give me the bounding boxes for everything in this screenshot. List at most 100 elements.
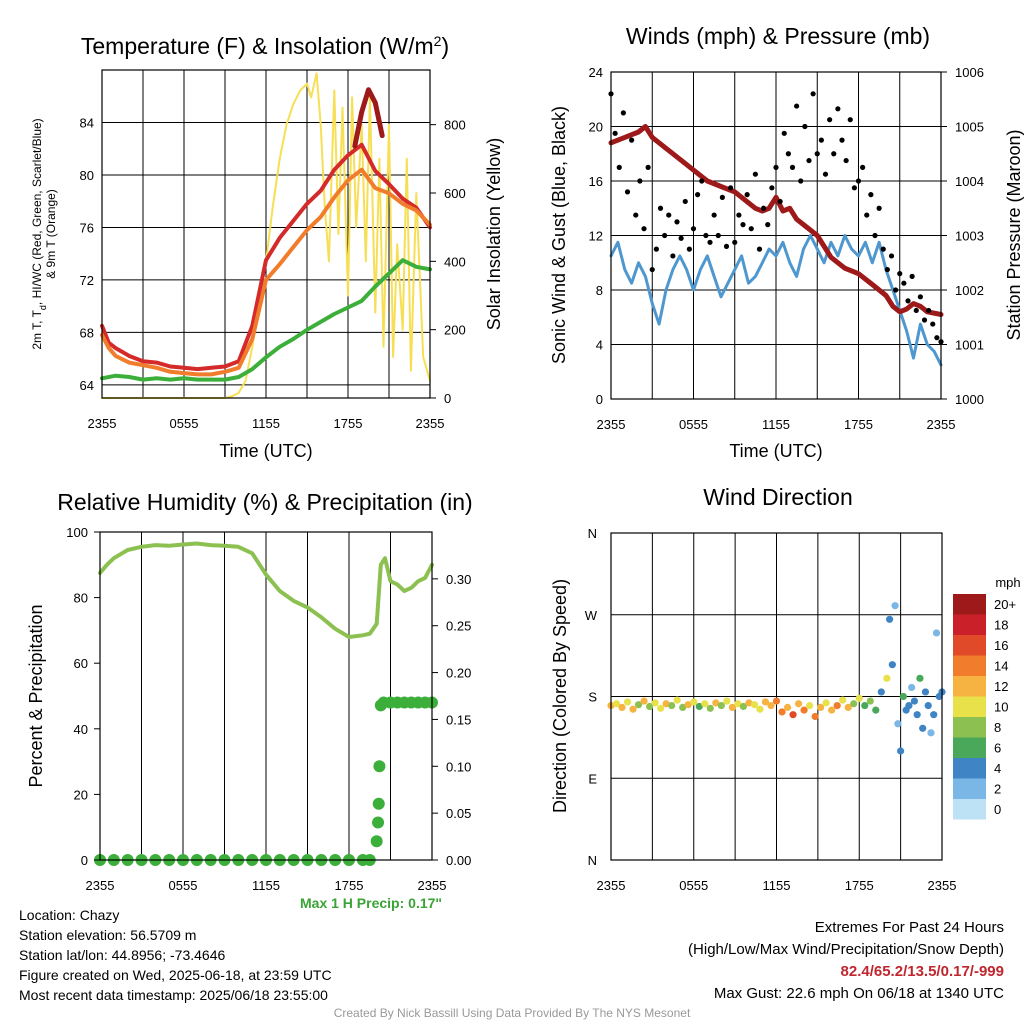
wind-direction-point bbox=[888, 661, 896, 669]
right-tick-label: 600 bbox=[444, 186, 466, 201]
gust-point bbox=[674, 219, 680, 225]
wind-direction-point bbox=[701, 700, 709, 708]
direction-tick-label: S bbox=[588, 690, 597, 705]
wind-direction-point bbox=[679, 703, 687, 712]
x-tick-label: 2355 bbox=[927, 417, 956, 432]
wind-direction-point bbox=[811, 712, 819, 721]
right-tick-label: 1002 bbox=[955, 283, 984, 298]
x-tick-label: 2355 bbox=[597, 878, 626, 893]
gust-point bbox=[756, 246, 763, 252]
wind-direction-point bbox=[833, 701, 841, 710]
legend-swatch bbox=[953, 655, 986, 676]
gust-point bbox=[934, 335, 940, 341]
wind-direction-point bbox=[924, 701, 932, 710]
gust-point bbox=[637, 178, 643, 184]
wind-direction-point bbox=[800, 706, 808, 714]
gust-point bbox=[810, 91, 816, 97]
wind-direction-point bbox=[662, 700, 670, 708]
wind-direction-point bbox=[651, 699, 659, 707]
gust-point bbox=[645, 164, 651, 170]
gust-point bbox=[822, 171, 829, 177]
gust-point bbox=[901, 280, 907, 286]
right-tick-label: 0.00 bbox=[446, 853, 471, 868]
extremes-values: 82.4/65.2/13.5/0.17/-999 bbox=[840, 963, 1004, 980]
wind-direction-point bbox=[634, 701, 643, 709]
legend-swatch bbox=[953, 717, 986, 738]
legend-swatch bbox=[953, 799, 986, 820]
wind-direction-point bbox=[756, 705, 764, 713]
gust-point bbox=[930, 321, 936, 327]
x-tick-label: 0555 bbox=[679, 878, 708, 893]
x-tick-label: 0555 bbox=[679, 417, 708, 432]
legend-label: 6 bbox=[994, 741, 1001, 756]
wind-direction-point bbox=[612, 700, 621, 708]
wind-direction-point bbox=[657, 704, 665, 712]
y-tick-label: 40 bbox=[74, 722, 88, 737]
wind-direction-point bbox=[905, 701, 913, 710]
y-tick-label: 68 bbox=[80, 325, 94, 340]
gust-point bbox=[657, 205, 664, 211]
gust-point bbox=[814, 151, 820, 157]
wind-direction-point bbox=[877, 688, 885, 696]
wind-direction-point bbox=[772, 697, 781, 705]
humidity-plot-frame bbox=[99, 531, 433, 861]
y-tick-label: 0 bbox=[596, 392, 603, 407]
temperature-ylabel-right: Solar Insolation (Yellow) bbox=[484, 138, 504, 330]
gust-point bbox=[913, 307, 919, 314]
gust-point bbox=[818, 137, 824, 143]
wind-direction-point bbox=[668, 701, 676, 710]
wind-direction-point bbox=[872, 706, 880, 714]
wind-direction-point bbox=[706, 704, 714, 712]
gust-point bbox=[740, 222, 746, 228]
latlon-text: Station lat/lon: 44.8956; -73.4646 bbox=[19, 947, 226, 963]
winds-series bbox=[608, 91, 944, 367]
wind-direction-point bbox=[712, 699, 720, 707]
wind-direction-point bbox=[623, 698, 632, 706]
solar-insolation-line bbox=[101, 72, 431, 399]
wind-direction-point bbox=[723, 697, 731, 705]
gust-point bbox=[686, 246, 692, 252]
wind-direction-point bbox=[673, 696, 681, 704]
gust-point bbox=[921, 317, 928, 323]
legend-swatch bbox=[953, 758, 986, 779]
gust-point bbox=[633, 212, 639, 218]
gust-point bbox=[860, 164, 866, 170]
gust-point bbox=[723, 243, 730, 249]
wind-direction-series bbox=[607, 602, 946, 755]
wind-direction-point bbox=[855, 694, 863, 702]
wind-direction-point bbox=[883, 674, 891, 682]
gust-point bbox=[711, 212, 717, 218]
gust-point bbox=[781, 130, 787, 136]
gust-point bbox=[641, 226, 647, 232]
gust-point bbox=[897, 271, 903, 277]
gust-point bbox=[699, 178, 705, 184]
right-tick-label: 0.05 bbox=[446, 806, 471, 821]
legend-label: 12 bbox=[994, 679, 1008, 694]
y-tick-label: 24 bbox=[589, 65, 603, 80]
legend-swatch bbox=[953, 614, 986, 635]
right-tick-label: 1001 bbox=[955, 338, 984, 353]
gust-point bbox=[765, 222, 771, 228]
gust-point bbox=[888, 253, 895, 259]
x-tick-label: 2355 bbox=[597, 417, 626, 432]
x-tick-label: 2355 bbox=[86, 878, 115, 893]
y-tick-label: 12 bbox=[589, 229, 603, 244]
elevation-text: Station elevation: 56.5709 m bbox=[19, 927, 197, 943]
station-pressure-line bbox=[608, 124, 944, 317]
wind-direction-point bbox=[745, 699, 753, 707]
credit-text: Created By Nick Bassill Using Data Provi… bbox=[333, 1006, 691, 1020]
wind-direction-point bbox=[894, 720, 902, 728]
y-tick-label: 72 bbox=[80, 273, 94, 288]
gust-point bbox=[649, 266, 655, 273]
wind-direction-point bbox=[919, 724, 927, 732]
relative-humidity-line bbox=[98, 541, 434, 639]
gust-point bbox=[785, 151, 791, 157]
gust-point bbox=[629, 137, 635, 143]
gust-point bbox=[839, 137, 845, 143]
winds-xlabel: Time (UTC) bbox=[729, 441, 822, 461]
y-tick-label: 16 bbox=[589, 174, 603, 189]
y-tick-label: 20 bbox=[74, 787, 88, 802]
gust-point bbox=[777, 198, 783, 205]
wind-direction-point bbox=[629, 705, 637, 713]
